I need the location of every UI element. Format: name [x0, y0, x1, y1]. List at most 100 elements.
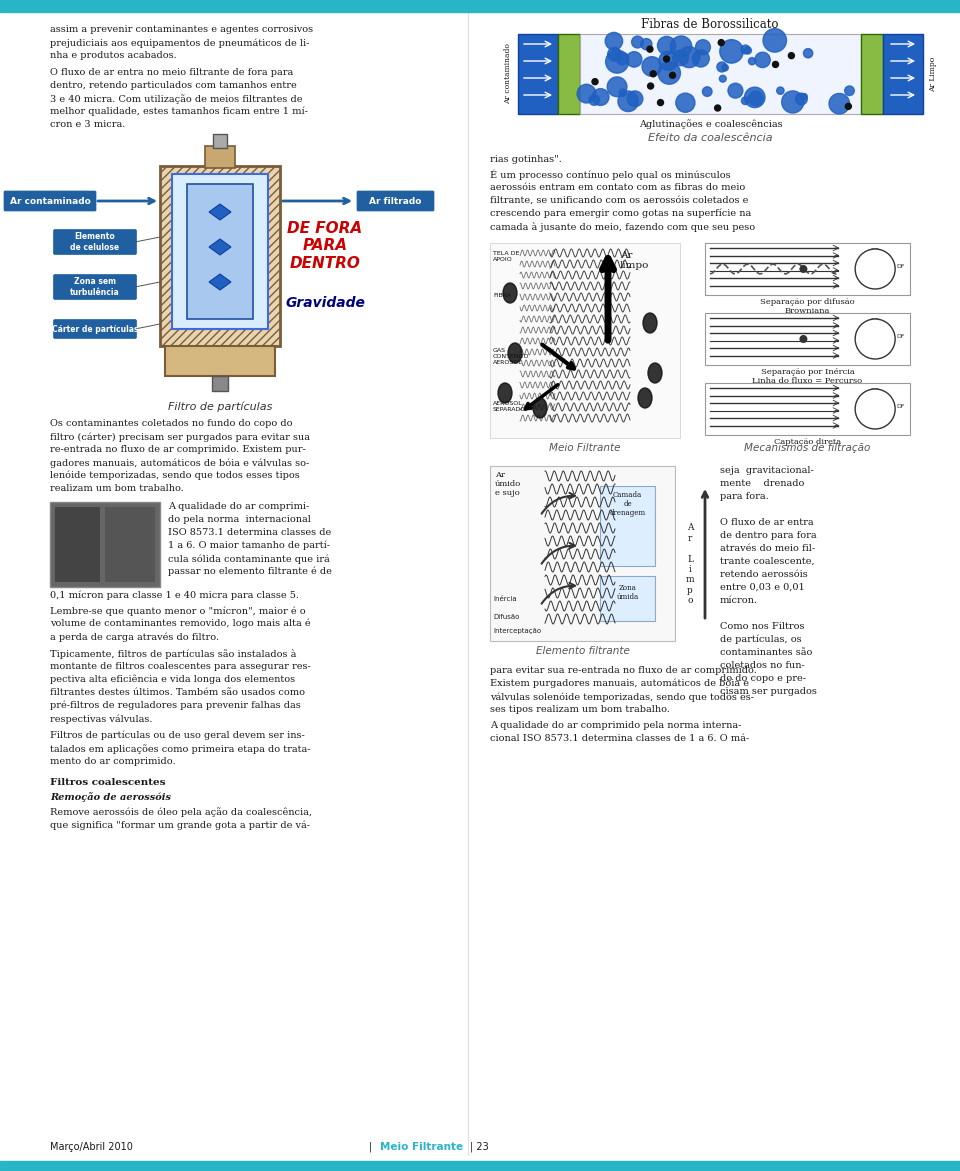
- Text: Remove aerossóis de óleo pela ação da coalescência,: Remove aerossóis de óleo pela ação da co…: [50, 807, 312, 817]
- Text: que significa "formar um grande gota a partir de vá-: que significa "formar um grande gota a p…: [50, 820, 310, 829]
- Text: respectivas válvulas.: respectivas válvulas.: [50, 714, 153, 724]
- Bar: [883, 34, 923, 114]
- Circle shape: [670, 36, 692, 57]
- Text: nha e produtos acabados.: nha e produtos acabados.: [50, 52, 177, 60]
- Circle shape: [648, 83, 654, 89]
- Text: Ar
limpo: Ar limpo: [620, 251, 649, 271]
- Bar: [55, 507, 100, 582]
- Text: Filtros coalescentes: Filtros coalescentes: [50, 778, 165, 787]
- Text: realizam um bom trabalho.: realizam um bom trabalho.: [50, 484, 184, 493]
- Bar: [600, 486, 655, 566]
- Ellipse shape: [648, 363, 662, 383]
- Bar: [50, 502, 160, 587]
- Text: cional ISO 8573.1 determina classes de 1 a 6. O má-: cional ISO 8573.1 determina classes de 1…: [490, 734, 749, 744]
- Text: Filtro de partículas: Filtro de partículas: [168, 400, 273, 411]
- Text: Existem purgadores manuais, automáticos de bóia e: Existem purgadores manuais, automáticos …: [490, 679, 749, 689]
- Bar: [212, 376, 228, 391]
- Text: Ar filtrado: Ar filtrado: [370, 197, 421, 205]
- Text: DE FORA
PARA
DENTRO: DE FORA PARA DENTRO: [287, 221, 363, 271]
- Text: DF: DF: [897, 335, 905, 340]
- Polygon shape: [209, 274, 231, 290]
- Text: válvulas solenóide temporizadas, sendo que todos es-: válvulas solenóide temporizadas, sendo q…: [490, 692, 754, 701]
- Text: 0,1 mícron para classe 1 e 40 micra para classe 5.: 0,1 mícron para classe 1 e 40 micra para…: [50, 590, 299, 600]
- Text: mento do ar comprimido.: mento do ar comprimido.: [50, 756, 176, 766]
- Circle shape: [669, 73, 676, 78]
- Text: É um processo contínuo pelo qual os minúsculos: É um processo contínuo pelo qual os minú…: [490, 170, 731, 180]
- Bar: [172, 174, 268, 329]
- Circle shape: [741, 97, 749, 104]
- Circle shape: [749, 57, 756, 64]
- Text: Fibras de Borossilicato: Fibras de Borossilicato: [641, 18, 779, 30]
- Circle shape: [720, 40, 743, 63]
- Circle shape: [788, 53, 794, 59]
- Circle shape: [703, 87, 712, 96]
- Circle shape: [796, 94, 807, 105]
- Circle shape: [663, 56, 669, 62]
- Bar: [490, 466, 675, 641]
- Text: Ar contaminado: Ar contaminado: [504, 43, 512, 104]
- Text: pré-filtros de reguladores para prevenir falhas das: pré-filtros de reguladores para prevenir…: [50, 701, 300, 711]
- Circle shape: [781, 91, 804, 112]
- Circle shape: [606, 50, 629, 73]
- Circle shape: [749, 91, 763, 105]
- Circle shape: [658, 36, 676, 55]
- Text: TELA DE
APOIO: TELA DE APOIO: [493, 251, 519, 262]
- Bar: [705, 383, 910, 434]
- Bar: [0, 1160, 960, 1171]
- Text: dentro, retendo particulados com tamanhos entre: dentro, retendo particulados com tamanho…: [50, 81, 297, 90]
- Text: Zona
úmida: Zona úmida: [616, 584, 638, 601]
- Text: Tipicamente, filtros de partículas são instalados à: Tipicamente, filtros de partículas são i…: [50, 649, 297, 659]
- Circle shape: [592, 89, 609, 105]
- Circle shape: [722, 64, 729, 71]
- Ellipse shape: [643, 313, 657, 333]
- Text: assim a prevenir contaminantes e agentes corrosivos: assim a prevenir contaminantes e agentes…: [50, 25, 313, 34]
- Circle shape: [800, 265, 807, 273]
- Text: Captação direta: Captação direta: [774, 438, 841, 446]
- Text: coletados no fun-: coletados no fun-: [720, 660, 804, 670]
- Ellipse shape: [503, 283, 517, 303]
- Ellipse shape: [533, 398, 547, 418]
- Circle shape: [804, 48, 813, 57]
- Text: entre 0,03 e 0,01: entre 0,03 e 0,01: [720, 583, 804, 593]
- Text: Meio Filtrante: Meio Filtrante: [380, 1142, 463, 1152]
- Text: Lembre-se que quanto menor o "mícron", maior é o: Lembre-se que quanto menor o "mícron", m…: [50, 607, 305, 616]
- Circle shape: [618, 91, 638, 111]
- Text: Remoção de aerossóis: Remoção de aerossóis: [50, 792, 171, 802]
- Circle shape: [616, 53, 629, 64]
- Text: Camada
de
drenagem: Camada de drenagem: [610, 491, 645, 518]
- Bar: [187, 184, 253, 319]
- Text: crescendo para emergir como gotas na superfície na: crescendo para emergir como gotas na sup…: [490, 208, 752, 219]
- FancyBboxPatch shape: [4, 191, 96, 211]
- Text: retendo aerossóis: retendo aerossóis: [720, 570, 807, 578]
- Circle shape: [692, 50, 709, 67]
- Text: Filtros de partículas ou de uso geral devem ser ins-: Filtros de partículas ou de uso geral de…: [50, 731, 304, 740]
- Text: AEROSOL
SEPARADO: AEROSOL SEPARADO: [493, 400, 526, 412]
- Circle shape: [673, 50, 688, 66]
- Text: Os contaminantes coletados no fundo do copo do: Os contaminantes coletados no fundo do c…: [50, 419, 293, 427]
- Text: passar no elemento filtrante é de: passar no elemento filtrante é de: [168, 567, 332, 576]
- Text: Efeito da coalescência: Efeito da coalescência: [648, 133, 773, 143]
- Text: filtrantes destes últimos. Também são usados como: filtrantes destes últimos. Também são us…: [50, 689, 305, 697]
- Text: |: |: [369, 1142, 372, 1152]
- Text: Interceptação: Interceptação: [493, 628, 541, 634]
- Text: DT: DT: [871, 388, 879, 393]
- Text: do pela norma  internacional: do pela norma internacional: [168, 515, 311, 523]
- FancyBboxPatch shape: [357, 191, 434, 211]
- Circle shape: [640, 39, 652, 49]
- Bar: [705, 313, 910, 365]
- Text: FIBRA: FIBRA: [493, 293, 511, 297]
- Text: melhor qualidade, estes tamanhos ficam entre 1 mí-: melhor qualidade, estes tamanhos ficam e…: [50, 107, 308, 116]
- Text: O fluxo de ar entra no meio filtrante de fora para: O fluxo de ar entra no meio filtrante de…: [50, 68, 293, 77]
- Circle shape: [777, 87, 784, 95]
- Circle shape: [846, 103, 852, 109]
- Bar: [558, 34, 580, 114]
- Text: prejudiciais aos equipamentos de pneumáticos de li-: prejudiciais aos equipamentos de pneumát…: [50, 37, 309, 48]
- Circle shape: [855, 249, 895, 289]
- Circle shape: [728, 83, 743, 98]
- Text: 3 e 40 micra. Com utilização de meios filtrantes de: 3 e 40 micra. Com utilização de meios fi…: [50, 94, 302, 104]
- Circle shape: [592, 78, 598, 84]
- Text: A
r
 
L
i
m
p
o: A r L i m p o: [685, 523, 694, 605]
- Bar: [600, 576, 655, 621]
- Text: Elemento
de celulose: Elemento de celulose: [70, 232, 120, 252]
- Circle shape: [755, 53, 770, 68]
